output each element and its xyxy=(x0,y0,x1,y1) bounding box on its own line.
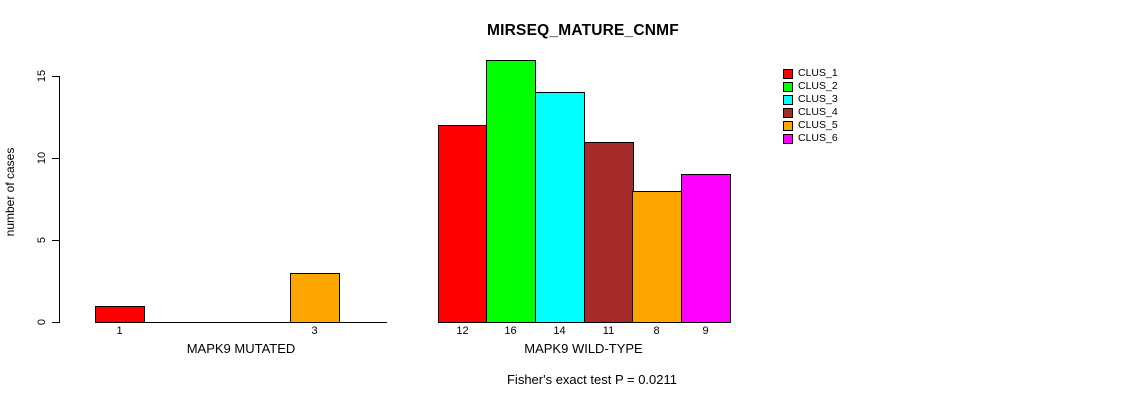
bar-clus_2 xyxy=(486,60,536,323)
legend-label: CLUS_1 xyxy=(798,67,838,79)
legend-label: CLUS_2 xyxy=(798,80,838,92)
bar-count-label: 9 xyxy=(702,325,709,337)
legend-item: CLUS_6 xyxy=(783,132,838,145)
bar-count-label: 12 xyxy=(456,325,469,337)
legend-item: CLUS_3 xyxy=(783,93,838,106)
y-tick-label: 15 xyxy=(36,69,48,83)
y-tick xyxy=(52,158,59,159)
fisher-test-caption: Fisher's exact test P = 0.0211 xyxy=(506,372,678,387)
y-tick xyxy=(52,76,59,77)
legend-item: CLUS_4 xyxy=(783,106,838,119)
legend-label: CLUS_6 xyxy=(798,132,838,144)
x-axis-line xyxy=(95,322,387,323)
bar-clus_3 xyxy=(535,92,585,323)
bar-clus_1 xyxy=(95,306,145,323)
bar-clus_5 xyxy=(290,273,340,323)
legend-label: CLUS_4 xyxy=(798,106,838,118)
legend-swatch xyxy=(783,107,793,118)
bar-count-label: 8 xyxy=(653,325,660,337)
legend-swatch xyxy=(783,81,793,92)
bar-count-label: 14 xyxy=(553,325,566,337)
group-label: MAPK9 MUTATED xyxy=(186,341,296,356)
legend-swatch xyxy=(783,133,793,144)
legend-swatch xyxy=(783,94,793,105)
y-tick-label: 5 xyxy=(36,236,48,244)
y-axis-title: number of cases xyxy=(3,147,17,237)
legend-item: CLUS_1 xyxy=(783,67,838,80)
bar-count-label: 1 xyxy=(116,325,123,337)
y-axis-line xyxy=(59,76,60,323)
y-tick-label: 10 xyxy=(36,151,48,165)
bar-clus_1 xyxy=(438,125,488,323)
y-tick-label: 0 xyxy=(36,318,48,326)
y-tick xyxy=(52,240,59,241)
bar-clus_4 xyxy=(584,142,634,323)
bar-clus_6 xyxy=(681,174,731,323)
bar-count-label: 3 xyxy=(311,325,318,337)
legend-item: CLUS_5 xyxy=(783,119,838,132)
y-tick xyxy=(52,322,59,323)
legend-swatch xyxy=(783,120,793,131)
chart-title: MIRSEQ_MATURE_CNMF xyxy=(487,22,679,39)
group-label: MAPK9 WILD-TYPE xyxy=(524,341,643,356)
bar-count-label: 16 xyxy=(504,325,517,337)
bar-count-label: 11 xyxy=(602,325,615,337)
legend-label: CLUS_5 xyxy=(798,119,838,131)
legend-swatch xyxy=(783,68,793,79)
legend: CLUS_1 CLUS_2 CLUS_3 CLUS_4 CLUS_5 CLUS_6 xyxy=(783,67,838,145)
bar-clus_5 xyxy=(632,191,682,323)
legend-item: CLUS_2 xyxy=(783,80,838,93)
legend-label: CLUS_3 xyxy=(798,93,838,105)
